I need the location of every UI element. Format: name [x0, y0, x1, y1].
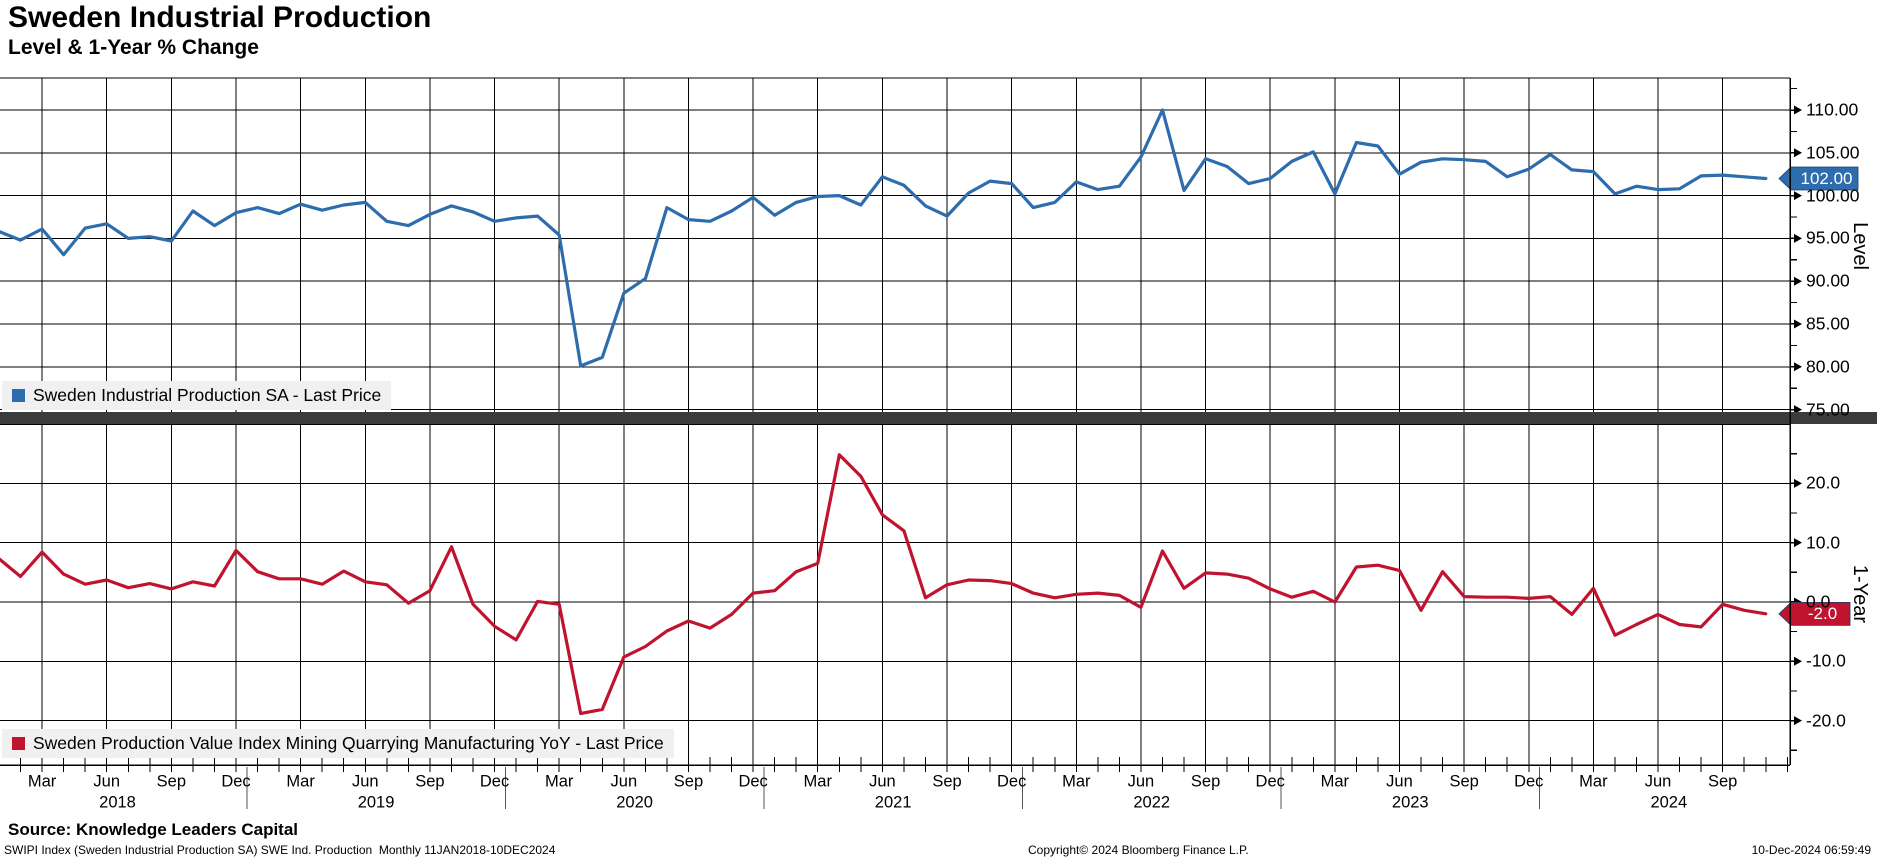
y-tick-label: 10.0: [1806, 532, 1841, 553]
y-tick-label: 95.00: [1806, 227, 1850, 248]
yoy-series-swatch-icon: [12, 737, 25, 750]
x-month-label: Jun: [1644, 772, 1672, 791]
y-tick-label: 20.0: [1806, 472, 1841, 493]
x-year-label: 2024: [1650, 793, 1688, 812]
x-month-label: Sep: [415, 772, 445, 791]
x-year-label: 2023: [1391, 793, 1429, 812]
x-month-label: Mar: [544, 772, 574, 791]
y-tick-label: -10.0: [1806, 650, 1846, 671]
x-month-label: Dec: [996, 772, 1027, 791]
x-month-label: Dec: [479, 772, 510, 791]
footer-timestamp: 10-Dec-2024 06:59:49: [1751, 843, 1871, 857]
y-tick-label: 80.00: [1806, 356, 1850, 377]
legend-level-label: Sweden Industrial Production SA - Last P…: [33, 385, 382, 405]
x-month-label: Jun: [869, 772, 896, 791]
last-price-badge-label: 102.00: [1800, 168, 1853, 188]
x-month-label: Sep: [1190, 772, 1221, 791]
x-month-label: Dec: [738, 772, 768, 791]
y-tick-label: 75.00: [1806, 399, 1850, 420]
x-month-label: Mar: [27, 772, 57, 791]
x-month-label: Dec: [221, 772, 251, 791]
page-title: Sweden Industrial Production: [8, 1, 432, 34]
x-month-label: Jun: [1127, 772, 1155, 791]
y-axis-title-1year: 1-Year: [1849, 564, 1871, 624]
x-month-label: Jun: [351, 772, 379, 791]
x-month-label: Sep: [1449, 772, 1479, 791]
x-month-label: Jun: [610, 772, 638, 791]
x-year-label: 2018: [99, 793, 136, 812]
y-tick-label: 100.00: [1806, 185, 1860, 206]
y-tick-label: 0.0: [1806, 591, 1831, 612]
x-year-label: 2019: [357, 793, 395, 812]
x-month-label: Mar: [1579, 772, 1608, 791]
x-month-label: Mar: [1062, 772, 1091, 791]
y-tick-label: 110.00: [1806, 99, 1859, 120]
footer-ticker-description: SWIPI Index (Sweden Industrial Productio…: [4, 843, 556, 857]
legend-yoy-label: Sweden Production Value Index Mining Qua…: [33, 733, 664, 753]
y-tick-label: 85.00: [1806, 313, 1850, 334]
page-subtitle: Level & 1-Year % Change: [8, 36, 259, 59]
legend-yoy: Sweden Production Value Index Mining Qua…: [2, 729, 674, 758]
x-month-label: Sep: [673, 772, 704, 791]
y-axis-title-level: Level: [1849, 222, 1871, 270]
x-month-label: Dec: [1255, 772, 1285, 791]
x-month-label: Sep: [156, 772, 187, 791]
x-month-label: Jun: [93, 772, 121, 791]
y-tick-label: -20.0: [1806, 710, 1846, 731]
legend-level: Sweden Industrial Production SA - Last P…: [2, 381, 392, 410]
x-month-label: Dec: [1514, 772, 1544, 791]
x-month-label: Mar: [286, 772, 315, 791]
level-series-swatch-icon: [12, 389, 25, 402]
x-month-label: Sep: [932, 772, 962, 791]
x-month-label: Sep: [1707, 772, 1738, 791]
last-price-badge-label: -2.0: [1807, 604, 1838, 624]
x-month-label: Mar: [1320, 772, 1350, 791]
x-year-label: 2020: [616, 793, 653, 812]
y-tick-label: 90.00: [1806, 270, 1850, 291]
x-month-label: Jun: [1386, 772, 1413, 791]
x-year-label: 2021: [874, 793, 912, 812]
footer-copyright: Copyright© 2024 Bloomberg Finance L.P.: [1028, 843, 1249, 857]
x-month-label: Mar: [803, 772, 832, 791]
footer-source: Source: Knowledge Leaders Capital: [8, 820, 299, 839]
y-tick-label: 105.00: [1806, 142, 1860, 163]
x-year-label: 2022: [1133, 793, 1171, 812]
